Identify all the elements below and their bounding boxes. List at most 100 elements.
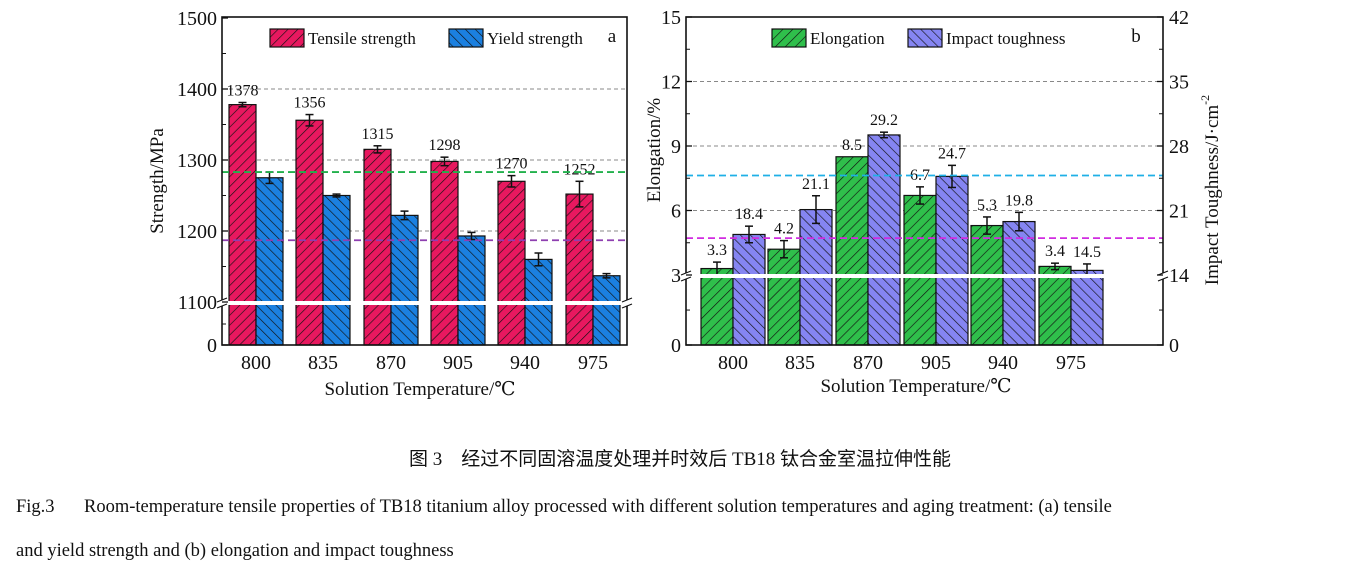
y-tick-label: 6 xyxy=(671,201,681,223)
y-tick-label: 1500 xyxy=(177,8,217,30)
x-tick-label: 905 xyxy=(921,352,951,374)
data-label: 1378 xyxy=(227,82,259,99)
axis-break-gap xyxy=(680,273,692,279)
data-label: 1270 xyxy=(496,156,528,173)
caption-chinese: 图 3 经过不同固溶温度处理并时效后 TB18 钛合金室温拉伸性能 xyxy=(408,449,952,470)
y2-tick-label: 14 xyxy=(1169,265,1189,287)
legend-swatch-hatch xyxy=(269,28,305,48)
axis-break-band xyxy=(686,274,1163,278)
axis-break-band xyxy=(222,301,627,305)
plot-frame xyxy=(221,16,628,346)
y-tick-label: 1400 xyxy=(177,79,217,101)
x-tick-label: 975 xyxy=(578,352,608,374)
plot-frame xyxy=(685,16,1164,346)
axis-break-mark xyxy=(1157,276,1169,282)
chart-b-xlabel: Solution Temperature/℃ xyxy=(820,376,1011,397)
x-tick-label: 940 xyxy=(510,352,540,374)
bar-hatch xyxy=(1002,220,1036,346)
chart-b-ylabel: Elongation/% xyxy=(644,98,665,203)
y-tick-label: 0 xyxy=(207,335,217,357)
bar-hatch xyxy=(1038,265,1072,346)
bar-hatch xyxy=(732,233,766,346)
caption-line-1: Room-temperature tensile properties of T… xyxy=(84,497,1112,517)
y-tick-label: 0 xyxy=(671,335,681,357)
data-label: 19.8 xyxy=(1005,192,1033,209)
y-tick-label: 12 xyxy=(661,72,681,94)
axis-break-mark xyxy=(680,276,692,282)
legend-swatch-hatch xyxy=(771,28,807,48)
axis-break-mark xyxy=(1157,270,1169,276)
bar-hatch xyxy=(767,248,801,346)
legend-label-elongation: Elongation xyxy=(810,29,885,48)
data-label: 29.2 xyxy=(870,112,898,129)
bar-hatch xyxy=(835,156,869,346)
bar-hatch xyxy=(1070,269,1104,346)
axis-break-mark xyxy=(680,270,692,276)
x-tick-label: 870 xyxy=(376,352,406,374)
y2-tick-label: 42 xyxy=(1169,7,1189,29)
x-tick-label: 835 xyxy=(785,352,815,374)
caption-line-2: and yield strength and (b) elongation an… xyxy=(16,541,454,561)
y2label-superscript: -2 xyxy=(1198,95,1212,105)
data-label: 21.1 xyxy=(802,176,830,193)
bar-hatch xyxy=(565,193,594,346)
caption-english: Fig.3 Room-temperature tensile properties… xyxy=(16,485,1352,573)
data-label: 3.4 xyxy=(1045,243,1065,260)
svg-text:Impact Toughness/J·cm-2: Impact Toughness/J·cm-2 xyxy=(1198,95,1223,285)
bar-hatch xyxy=(592,275,621,346)
caption-fig-label: Fig.3 xyxy=(16,497,55,517)
bar-hatch xyxy=(322,194,351,346)
chart-a-ylabel: Strength/MPa xyxy=(147,128,168,234)
bar-hatch xyxy=(295,119,324,346)
x-tick-label: 835 xyxy=(308,352,338,374)
chart-a-strength: 1378 1356 1315 1298 1270 1252 0 1100 1200 1300 140… xyxy=(177,8,633,374)
y-tick-label: 1300 xyxy=(177,150,217,172)
axis-break-mark xyxy=(216,297,228,303)
chart-b-panel-label: b xyxy=(1131,26,1141,47)
data-label: 24.7 xyxy=(938,145,966,162)
legend-label-yield-strength: Yield strength xyxy=(487,29,583,48)
x-tick-label: 800 xyxy=(718,352,748,374)
y-tick-label: 9 xyxy=(671,136,681,158)
bar-hatch xyxy=(867,134,901,346)
y2-tick-label: 0 xyxy=(1169,335,1179,357)
legend-swatch-hatch xyxy=(448,28,484,48)
axis-break-mark xyxy=(216,303,228,309)
axis-break-gap xyxy=(621,300,633,306)
chart-b-elongation-impact: 3.34.28.56.75.33.418.421.129.224.719.814… xyxy=(661,7,1189,374)
axis-break-gap xyxy=(216,300,228,306)
data-label: 3.3 xyxy=(707,242,727,259)
bar-hatch xyxy=(228,104,257,346)
chart-b-y2label: Impact Toughness/J·cm-2 xyxy=(1198,95,1223,285)
y2label-text: Impact Toughness/J·cm xyxy=(1202,105,1223,286)
bar-hatch xyxy=(700,267,734,346)
data-label: 1252 xyxy=(564,161,596,178)
bar-hatch xyxy=(255,177,284,346)
data-label: 5.3 xyxy=(977,197,997,214)
x-tick-label: 905 xyxy=(443,352,473,374)
y-tick-label: 15 xyxy=(661,7,681,29)
legend-label-impact-toughness: Impact toughness xyxy=(946,29,1065,48)
bar-hatch xyxy=(457,235,486,346)
x-tick-label: 800 xyxy=(241,352,271,374)
y2-tick-label: 35 xyxy=(1169,72,1189,94)
bar-hatch xyxy=(430,160,459,346)
axis-break-mark xyxy=(621,303,633,309)
chart-a-xlabel: Solution Temperature/℃ xyxy=(324,379,515,400)
x-tick-label: 975 xyxy=(1056,352,1086,374)
y2-tick-label: 21 xyxy=(1169,201,1189,223)
bar-hatch xyxy=(935,175,969,346)
axis-break-gap xyxy=(1157,273,1169,279)
data-label: 1315 xyxy=(362,126,394,143)
y-tick-label: 3 xyxy=(671,265,681,287)
axis-break-mark xyxy=(621,297,633,303)
bar-hatch xyxy=(970,224,1004,346)
data-label: 4.2 xyxy=(774,221,794,238)
chart-a-panel-label: a xyxy=(608,26,617,47)
legend-label-tensile-strength: Tensile strength xyxy=(308,29,416,48)
data-label: 8.5 xyxy=(842,137,862,154)
x-tick-label: 940 xyxy=(988,352,1018,374)
y-tick-label: 1100 xyxy=(178,292,217,314)
y2-tick-label: 28 xyxy=(1169,136,1189,158)
